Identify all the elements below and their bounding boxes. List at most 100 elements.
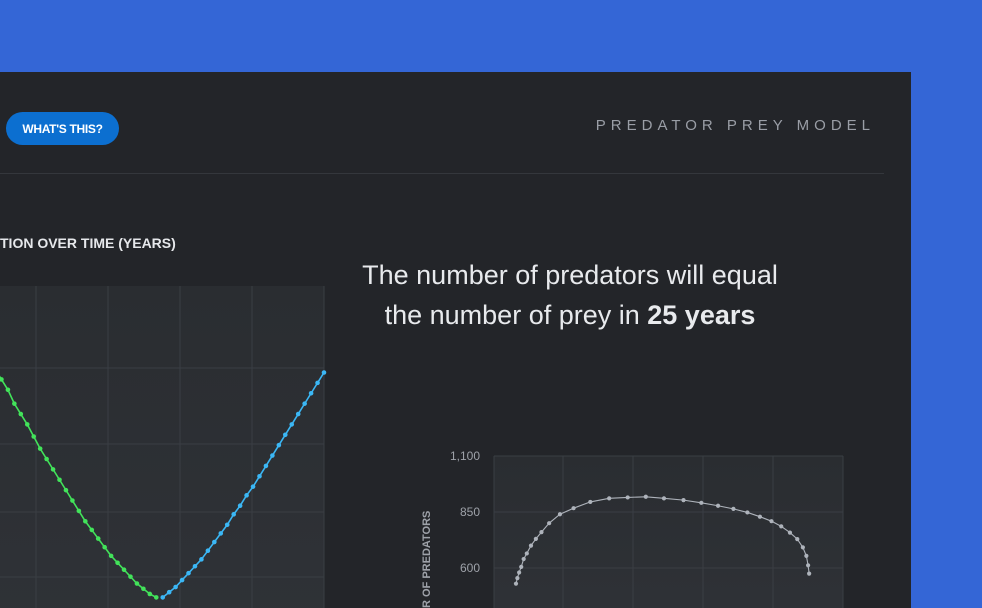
phase-series-point (787, 530, 793, 535)
phase-series-point (699, 500, 704, 505)
phase-series-point (804, 553, 809, 559)
app-panel: WHAT'S THIS? PREDATOR PREY MODEL TION OV… (0, 72, 911, 608)
phase-chart-y-tick-label: 1,100 (450, 449, 480, 463)
time-series-point (108, 553, 114, 559)
phase-series-point (588, 499, 593, 505)
phase-chart-y-tick-label: 850 (460, 505, 480, 519)
time-series-point (57, 477, 62, 483)
time-chart-title: TION OVER TIME (YEARS) (0, 235, 176, 251)
time-series-point (128, 574, 133, 579)
predator-prey-phase-chart: 1,100 850 600 R OF PREDATORS (421, 449, 844, 608)
time-series-point (166, 589, 172, 595)
time-series-point (5, 387, 11, 393)
time-series-point (289, 422, 295, 427)
phase-series-point (715, 503, 721, 508)
phase-series-point (519, 564, 524, 569)
time-series-point (302, 401, 307, 406)
phase-series-point (533, 536, 538, 541)
time-series-point (308, 390, 314, 396)
phase-series-point (547, 521, 552, 526)
time-series-point (24, 422, 30, 427)
time-series-point (160, 595, 166, 600)
time-series-point (76, 508, 82, 514)
time-series-point (115, 560, 120, 566)
phase-series-point (807, 571, 812, 576)
phase-series-point (625, 495, 630, 500)
phase-series-point (757, 514, 763, 519)
time-series-point (250, 484, 256, 489)
phase-series-point (571, 506, 576, 511)
phase-series-point (607, 496, 612, 501)
phase-series-point (557, 512, 563, 517)
time-series-point (70, 498, 75, 503)
time-series-point (263, 463, 269, 469)
phase-series-point (800, 545, 805, 550)
time-series-point (63, 487, 69, 493)
time-series-point (31, 434, 37, 439)
phase-series-point (539, 530, 544, 535)
headline-line-2-prefix: the number of prey in (384, 300, 648, 330)
headline-line-1: The number of predators will equal (362, 260, 778, 290)
time-series-point (44, 456, 49, 462)
time-series-point (321, 370, 327, 375)
phase-series-point (779, 524, 784, 529)
time-series-point (134, 581, 140, 586)
time-series-point (89, 527, 95, 533)
whats-this-button[interactable]: WHAT'S THIS? (6, 112, 119, 145)
time-series-point (50, 467, 56, 472)
charts-canvas: 1,100 850 600 R OF PREDATORS (0, 286, 844, 608)
time-series-point (237, 503, 243, 509)
time-series-point (212, 539, 217, 545)
time-series-point (270, 453, 275, 458)
time-series-point (186, 570, 191, 576)
time-series-point (179, 577, 185, 583)
time-series-point (102, 544, 107, 550)
time-series-point (218, 531, 224, 536)
time-series-point (141, 586, 146, 592)
time-series-point (147, 591, 153, 597)
time-chart-plot-area (0, 286, 324, 608)
phase-chart-y-tick-label: 600 (460, 561, 480, 575)
time-series-point (0, 377, 4, 382)
population-time-chart (0, 286, 327, 608)
phase-series-point (731, 506, 736, 511)
time-series-point (199, 557, 204, 562)
time-series-point (244, 493, 249, 498)
time-series-point (121, 567, 127, 573)
phase-series-point (524, 551, 529, 556)
time-series-point (276, 442, 282, 448)
time-series-point (315, 380, 320, 386)
phase-series-point (681, 498, 686, 503)
time-series-point (282, 432, 288, 438)
phase-series-point (769, 519, 774, 524)
time-series-point (205, 548, 211, 553)
phase-chart-y-axis-title: R OF PREDATORS (421, 511, 433, 608)
phase-series-point (521, 556, 526, 562)
headline-years-value: 25 years (647, 300, 756, 330)
time-series-point (95, 536, 101, 541)
phase-series-point (661, 496, 667, 501)
phase-series-point (806, 563, 811, 568)
phase-series-point (515, 575, 520, 581)
phase-series-point (513, 581, 519, 586)
time-series-point (12, 401, 17, 406)
time-series-point (153, 595, 159, 600)
time-series-point (83, 518, 88, 524)
time-series-point (18, 411, 24, 417)
phase-series-point (795, 537, 800, 542)
prediction-headline: The number of predators will equal the n… (360, 255, 780, 335)
phase-series-point (745, 510, 750, 515)
phase-chart-plot-area (494, 456, 843, 608)
phase-series-point (528, 543, 534, 548)
phase-series-point (517, 570, 522, 575)
time-series-point (295, 411, 301, 417)
app-title: PREDATOR PREY MODEL (595, 117, 875, 134)
time-series-point (224, 522, 230, 528)
time-series-point (173, 584, 178, 590)
time-series-point (257, 474, 262, 479)
time-series-point (231, 512, 236, 517)
phase-series-point (643, 494, 648, 499)
time-series-point (37, 446, 43, 451)
header-divider (0, 173, 884, 174)
time-series-point (192, 563, 198, 569)
